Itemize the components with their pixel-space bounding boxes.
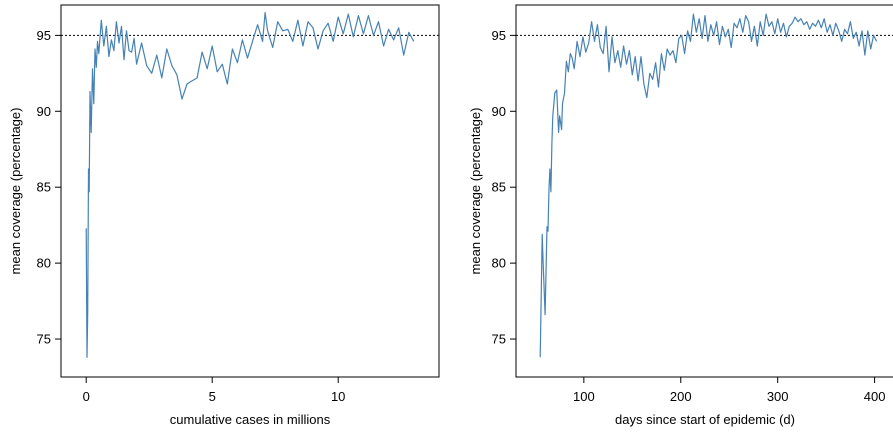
y-tick-label: 75: [492, 332, 506, 347]
y-tick-label: 95: [37, 28, 51, 43]
y-tick-label: 80: [492, 256, 506, 271]
x-tick-label: 10: [331, 389, 345, 404]
y-tick-label: 90: [37, 104, 51, 119]
plot-frame: [60, 4, 440, 378]
plot-frame: [515, 4, 893, 378]
y-tick-label: 80: [37, 256, 51, 271]
y-tick-label: 85: [492, 180, 506, 195]
x-tick-label: 100: [573, 389, 595, 404]
x-axis-label: cumulative cases in millions: [170, 412, 331, 427]
y-axis-label: mean coverage (percentage): [468, 108, 483, 275]
y-tick-label: 90: [492, 104, 506, 119]
axis-ticks: 0 5 10 75 80 85 90 95: [37, 28, 346, 404]
x-tick-label: 5: [209, 389, 216, 404]
y-axis-label: mean coverage (percentage): [8, 108, 23, 275]
x-tick-label: 0: [83, 389, 90, 404]
y-tick-label: 75: [37, 332, 51, 347]
series-line: [85, 12, 415, 358]
y-tick-label: 95: [492, 28, 506, 43]
x-tick-label: 400: [864, 389, 886, 404]
chart-panel-cases: 0 5 10 75 80 85 90 95 cumulative cases in milli…: [8, 4, 440, 427]
x-axis-label: days since start of epidemic (d): [615, 412, 795, 427]
chart-panel-days: 100 200 300 400 75 80 85 90 95 days since start …: [468, 4, 893, 427]
axis-ticks: 100 200 300 400 75 80 85 90 95: [492, 28, 886, 404]
x-tick-label: 300: [767, 389, 789, 404]
x-tick-label: 200: [670, 389, 692, 404]
y-tick-label: 85: [37, 180, 51, 195]
series-line: [539, 13, 878, 358]
